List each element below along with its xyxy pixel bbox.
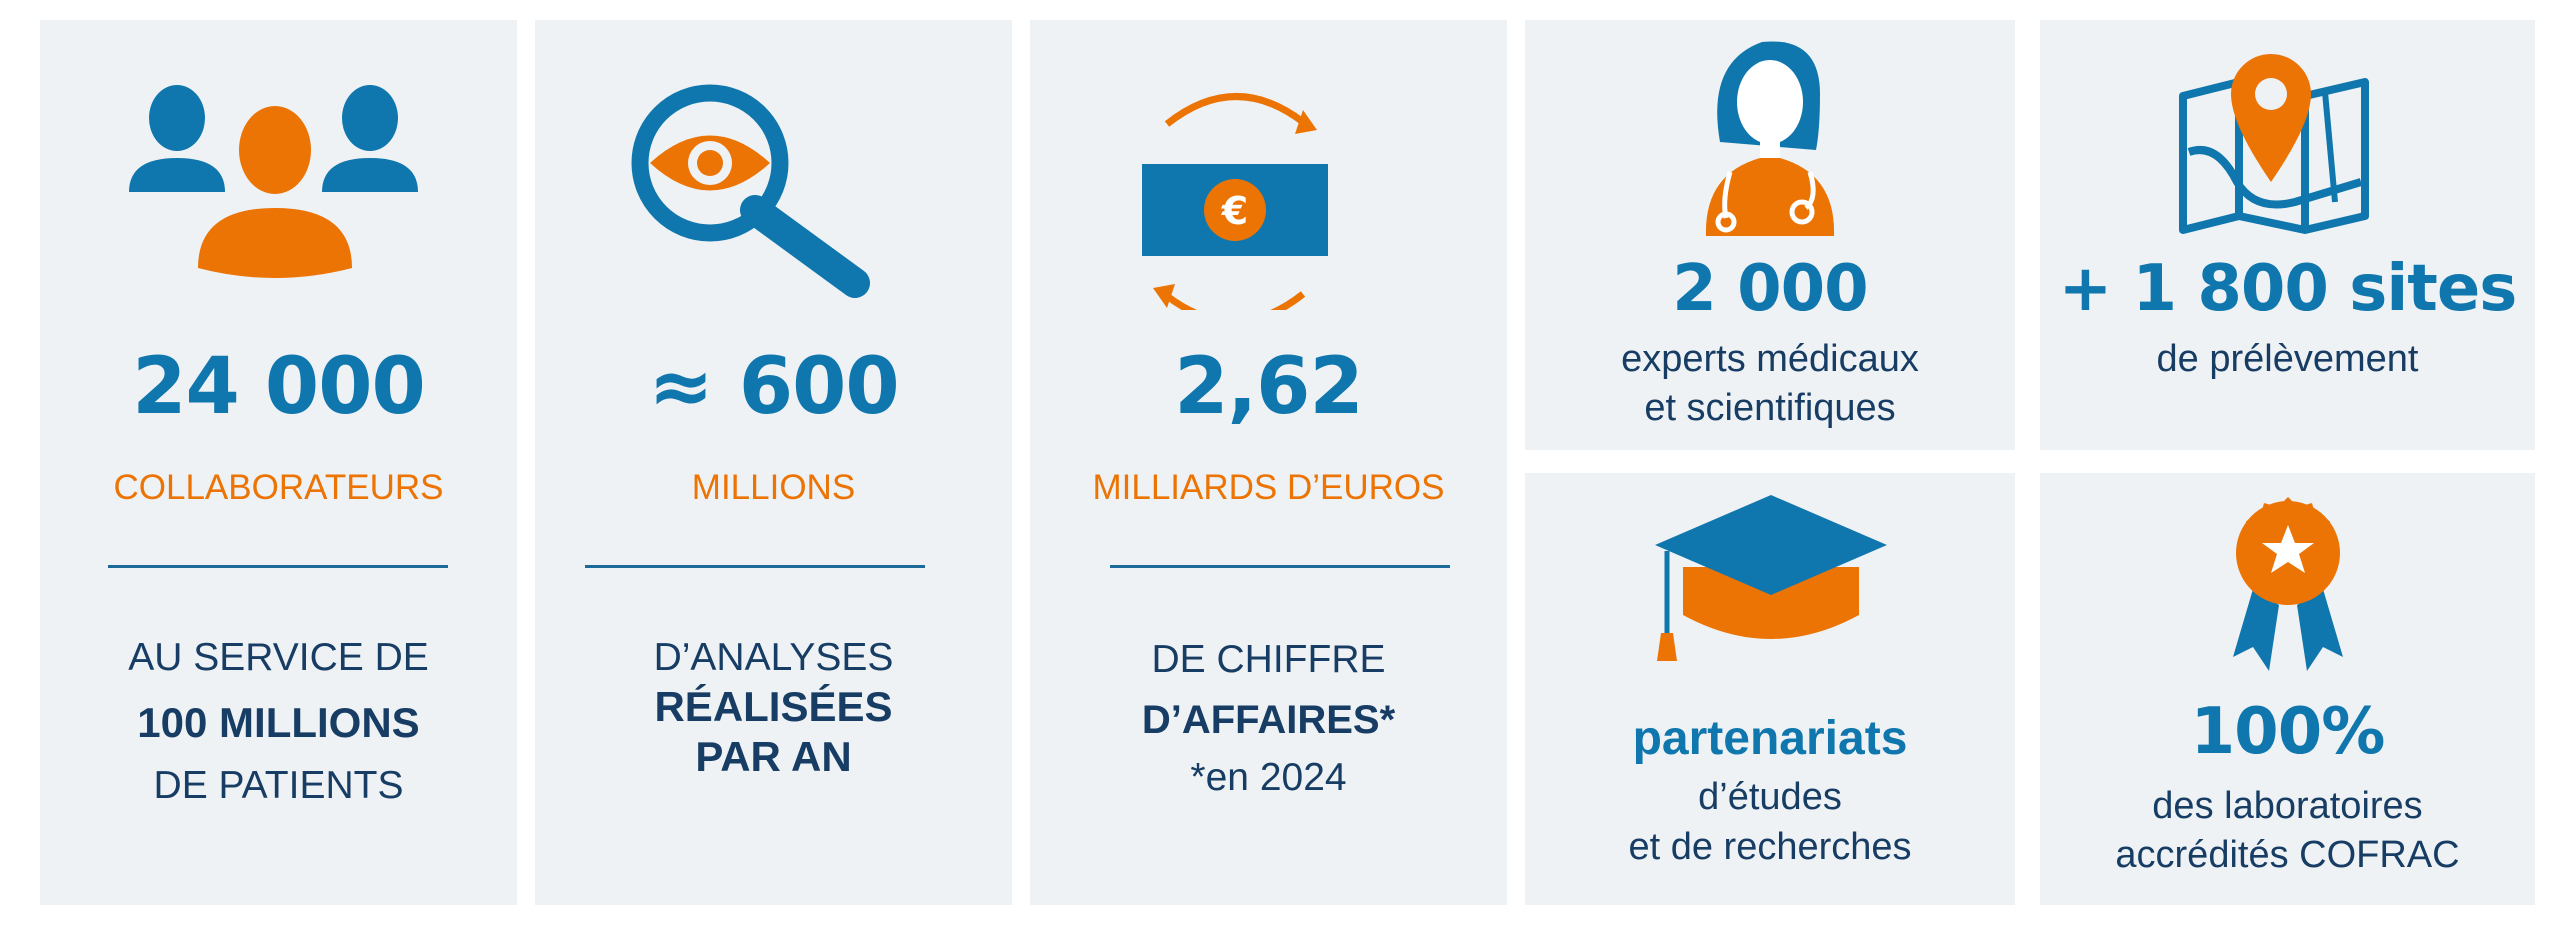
stat-card-sites: + 1 800 sites de prélèvement — [2040, 20, 2535, 450]
svg-text:€: € — [1221, 189, 1248, 233]
stat-description-line: 100 MILLIONS — [137, 699, 420, 746]
stat-label: MILLIARDS D’EUROS — [1092, 468, 1445, 507]
stat-value: 2 000 — [1672, 252, 1868, 326]
map-pin-icon — [2179, 54, 2369, 234]
stat-card-collaborateurs: 24 000 COLLABORATEURS AU SERVICE DE 100 … — [40, 20, 517, 905]
stat-description-line: RÉALISÉES — [654, 683, 893, 730]
stat-card-experts: 2 000 experts médicaux et scientifiques — [1525, 20, 2015, 450]
divider — [585, 565, 925, 568]
divider — [108, 565, 448, 568]
stat-value: partenariats — [1632, 712, 1908, 765]
euro-exchange-icon: € — [1142, 93, 1328, 310]
stat-card-accreditation: 100% des laboratoires accrédités COFRAC — [2040, 473, 2535, 905]
stat-description-line: D’ANALYSES — [653, 636, 894, 679]
stat-description-line: experts médicaux — [1621, 338, 1919, 380]
magnifier-eye-icon — [631, 84, 870, 298]
stat-value: 2,62 — [1174, 342, 1363, 432]
stat-card-partenariats: partenariats d’études et de recherches — [1525, 473, 2015, 905]
stat-value: 100% — [2190, 695, 2386, 769]
people-group-icon — [129, 85, 418, 278]
stat-description-line: D’AFFAIRES* — [1141, 698, 1396, 742]
stat-description-line: AU SERVICE DE — [128, 636, 429, 679]
stat-description-line: PAR AN — [695, 733, 852, 780]
stat-label: COLLABORATEURS — [113, 468, 444, 507]
stat-description-line: d’études — [1698, 776, 1842, 818]
stat-value: ≈ 600 — [648, 342, 899, 432]
stat-value: + 1 800 sites — [2058, 252, 2518, 326]
stat-card-analyses: ≈ 600 MILLIONS D’ANALYSES RÉALISÉES PAR … — [535, 20, 1012, 905]
stat-card-chiffre-affaires: € 2,62 MILLIARDS D’EUROS DE CHIFFRE D’AF… — [1030, 20, 1507, 905]
doctor-icon — [1705, 41, 1835, 236]
graduation-cap-icon — [1655, 495, 1887, 661]
stat-description-line: *en 2024 — [1190, 756, 1347, 799]
stat-value: 24 000 — [132, 342, 426, 432]
stat-description-line: des laboratoires — [2152, 785, 2423, 827]
stat-description-line: de prélèvement — [2156, 338, 2419, 380]
stat-description-line: DE PATIENTS — [153, 764, 404, 807]
stat-description-line: accrédités COFRAC — [2115, 834, 2460, 876]
stat-description-line: et de recherches — [1628, 826, 1912, 868]
award-ribbon-icon — [2233, 497, 2343, 671]
stat-description-line: et scientifiques — [1644, 387, 1896, 429]
stat-description-line: DE CHIFFRE — [1151, 638, 1386, 681]
stat-label: MILLIONS — [691, 468, 856, 507]
divider — [1110, 565, 1450, 568]
